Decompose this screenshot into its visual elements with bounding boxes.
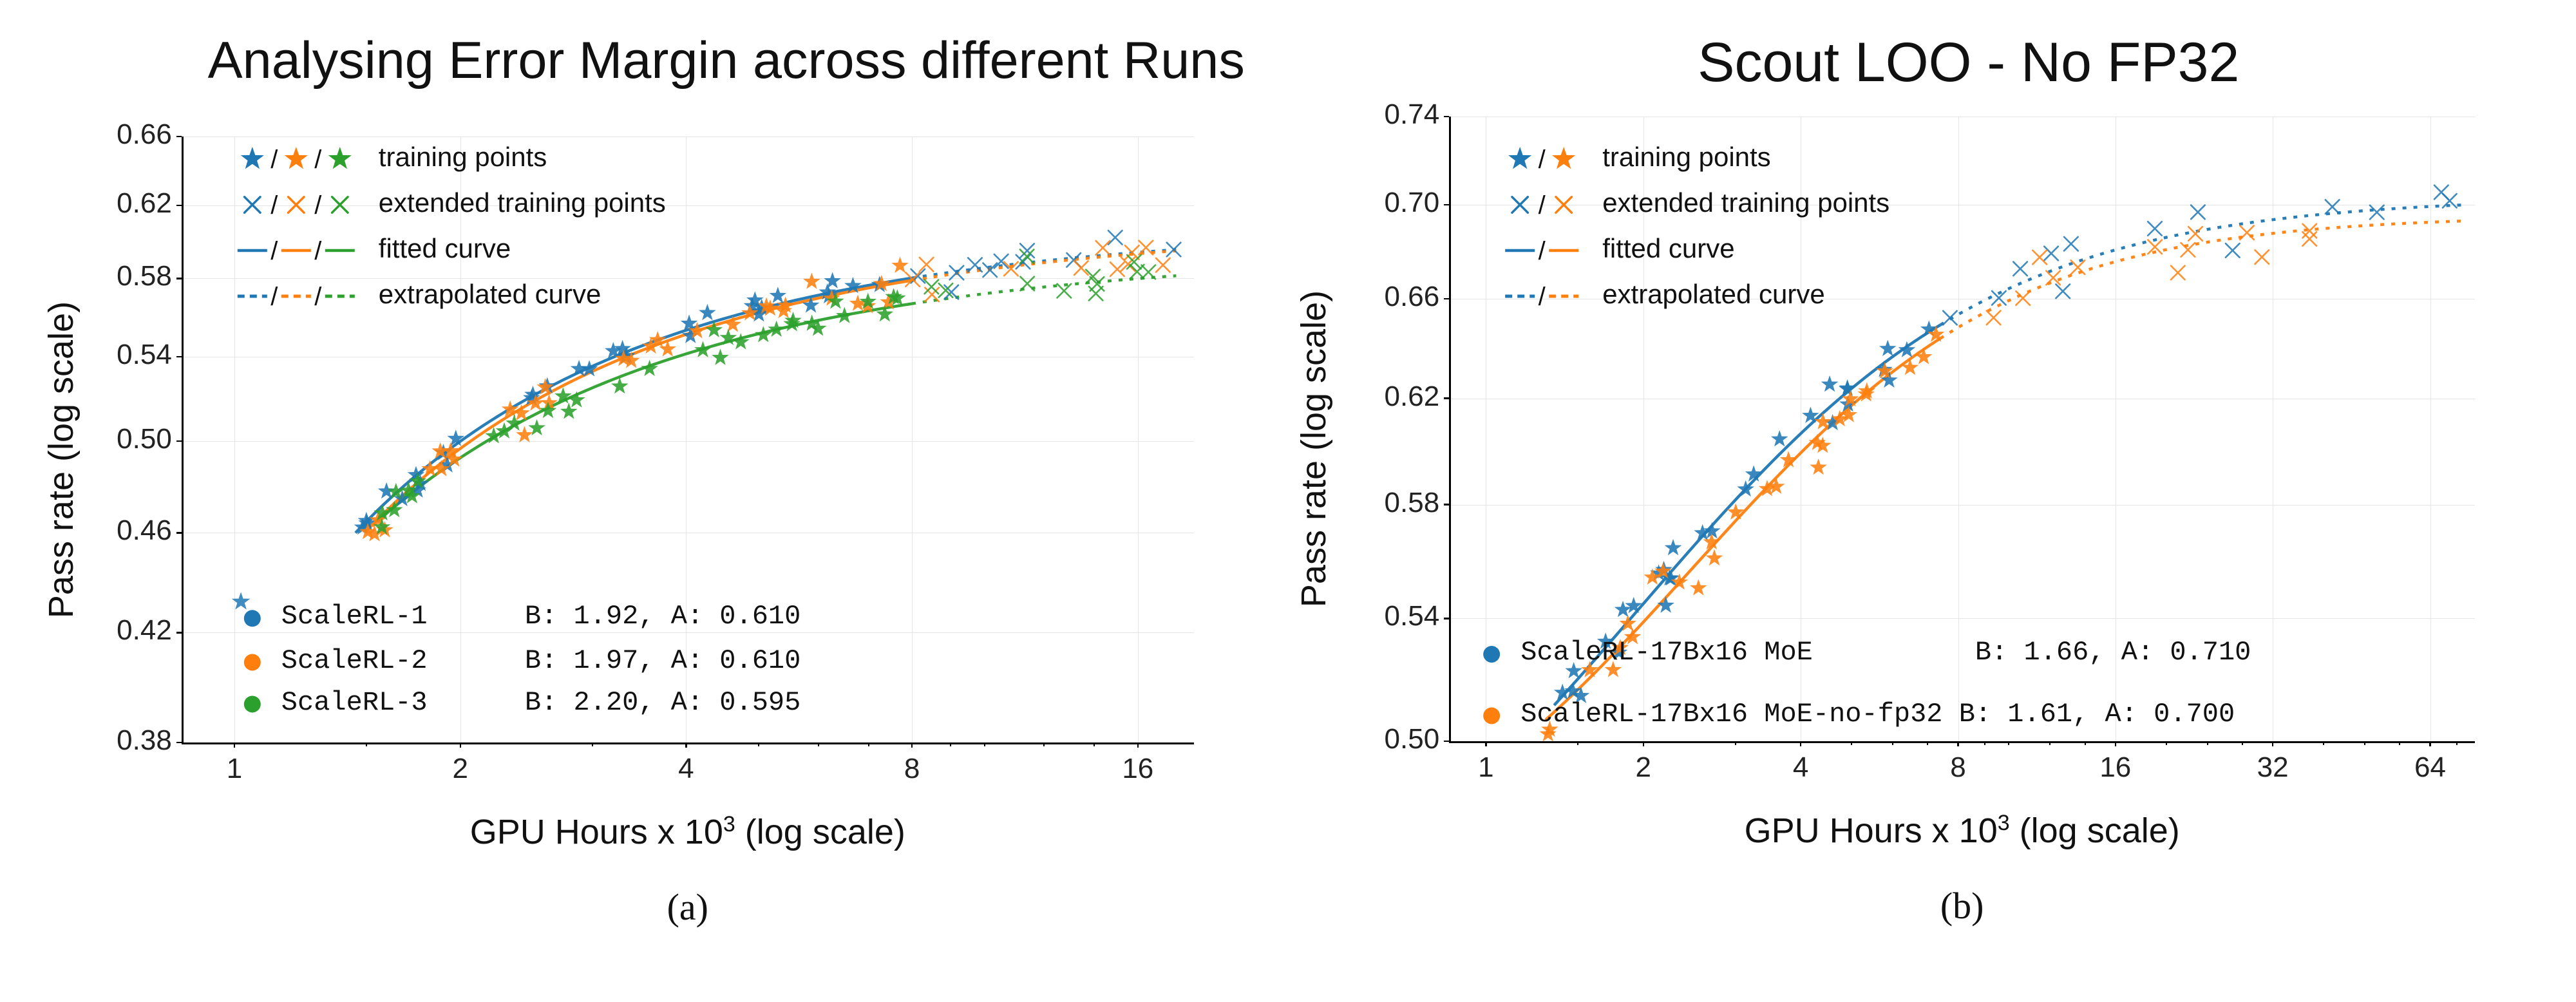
svg-text:/: /	[314, 283, 322, 311]
svg-text:/: /	[1539, 283, 1546, 311]
svg-text:/: /	[1539, 237, 1546, 265]
svg-text:/: /	[270, 237, 278, 265]
svg-text:/: /	[1539, 146, 1546, 174]
svg-text:/: /	[270, 283, 278, 311]
svg-text:/: /	[314, 237, 322, 265]
svg-text:/: /	[314, 146, 322, 174]
svg-text:/: /	[270, 146, 278, 174]
